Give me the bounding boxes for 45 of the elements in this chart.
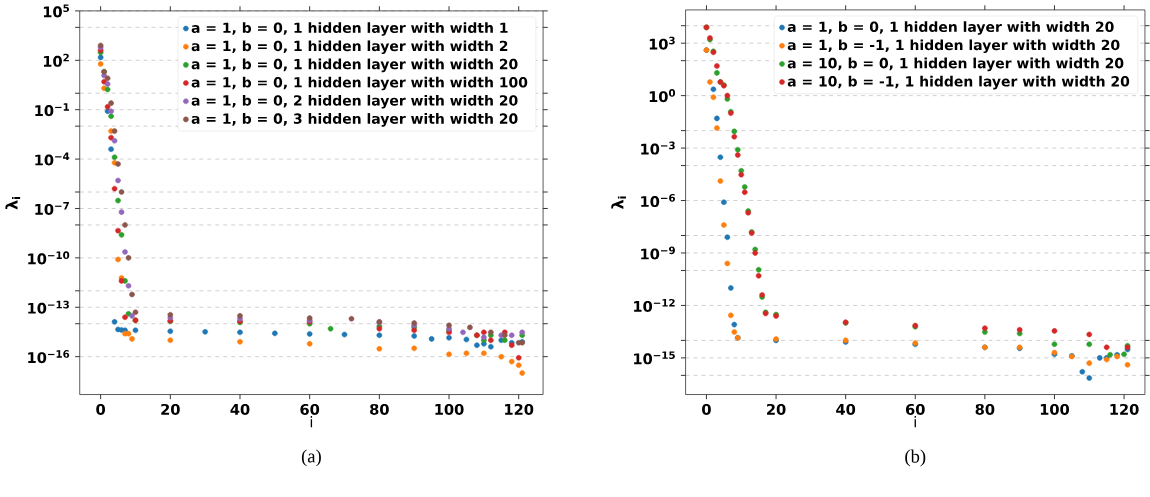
y-tick-label: 10$^{0}$: [649, 89, 676, 103]
y-tick-label: 10$^{−7}$: [35, 201, 69, 215]
y-tick-label: 10$^{2}$: [43, 53, 69, 67]
x-tick-label: 40: [836, 403, 856, 415]
legend-label: a = 1, b = 0, 1 hidden layer with width 1: [191, 22, 508, 36]
y-tick-label: 10$^{−10}$: [28, 251, 70, 265]
y-tick-label: 10$^{−9}$: [641, 246, 675, 260]
legend-label: a = 1, b = 0, 1 hidden layer with width 100: [191, 76, 528, 91]
legend-label: a = 1, b = 0, 3 hidden layer with width 20: [191, 113, 518, 127]
y-axis-title: λ$_{i}$: [5, 197, 21, 210]
x-tick-label: 60: [300, 403, 320, 415]
y-tick-label: 10$^{−6}$: [641, 193, 676, 207]
x-tick-label: 0: [702, 403, 711, 415]
y-tick-label: 10$^{−4}$: [35, 152, 70, 166]
y-tick-label: 10$^{−12}$: [634, 298, 675, 312]
y-tick-label: 10$^{5}$: [43, 4, 69, 18]
legend-label: a = 10, b = -1, 1 hidden layer with width 20: [787, 75, 1130, 90]
x-tick-label: 40: [230, 403, 250, 415]
text: (a): [301, 449, 321, 467]
x-tick-label: 0: [96, 403, 106, 415]
y-tick-label: 10$^{−15}$: [634, 351, 675, 365]
legend-label: a = 1, b = 0, 1 hidden layer with width 2: [191, 40, 508, 54]
y-tick-label: 10$^{−1}$: [35, 103, 70, 117]
x-tick-label: 80: [370, 403, 389, 415]
legend-label: a = 1, b = 0, 1 hidden layer with width 20: [191, 58, 518, 73]
x-tick-label: 120: [1110, 403, 1139, 415]
y-tick-label: 10$^{3}$: [649, 36, 675, 50]
x-tick-label: 100: [1040, 403, 1070, 415]
x-tick-label: 120: [505, 403, 534, 415]
x-tick-label: 100: [435, 403, 464, 415]
legend-label: a = 1, b = -1, 1 hidden layer with width 20: [787, 39, 1120, 53]
x-axis-title: i: [914, 416, 916, 428]
y-tick-label: 10$^{−13}$: [28, 300, 69, 314]
x-tick-label: 20: [767, 403, 786, 415]
legend-label: a = 1, b = 0, 1 hidden layer with width 20: [787, 21, 1114, 35]
x-tick-label: 80: [975, 403, 995, 415]
legend-label: a = 10, b = 0, 1 hidden layer with width 20: [787, 57, 1124, 72]
x-tick-label: 20: [161, 403, 180, 415]
y-tick-label: 10$^{−3}$: [641, 141, 675, 155]
y-axis-title: λ$_{i}$: [611, 196, 626, 209]
text: (b): [905, 449, 926, 467]
x-axis-title: i: [310, 416, 313, 428]
legend-label: a = 1, b = 0, 2 hidden layer with width 20: [191, 94, 518, 109]
x-tick-label: 60: [905, 403, 925, 415]
y-tick-label: 10$^{−16}$: [28, 350, 70, 364]
